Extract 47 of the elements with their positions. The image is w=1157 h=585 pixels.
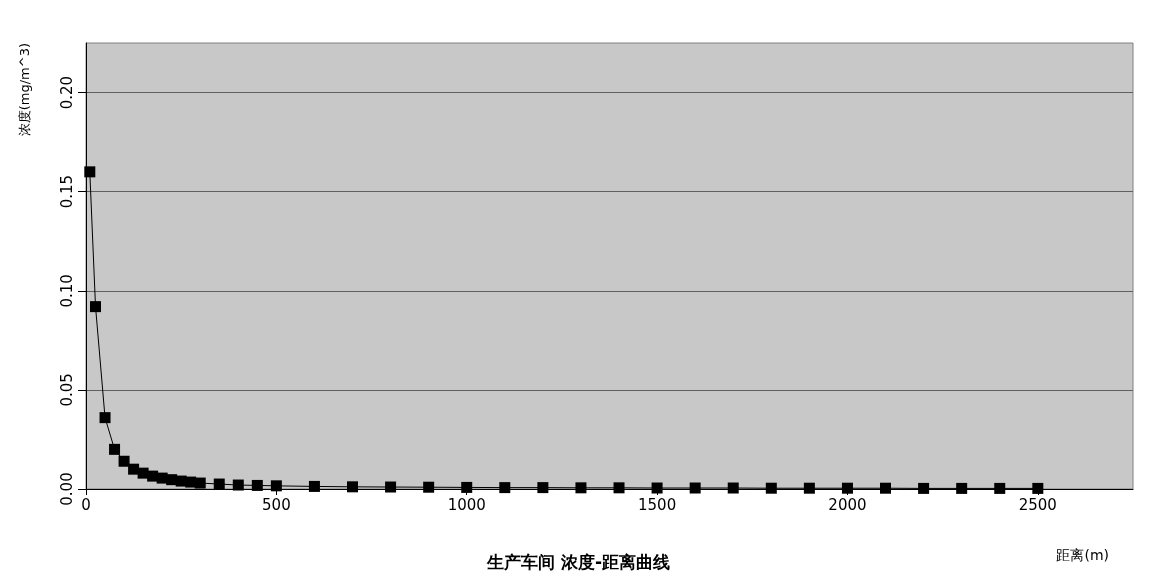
point [270,480,282,492]
point [727,482,739,494]
point [308,480,320,492]
point [461,481,473,493]
point [537,482,549,494]
point [194,477,206,489]
x-tick-label: 2000 [828,495,867,514]
y-tick-label: 0.05 [57,373,76,407]
point [84,166,96,178]
y-tick-label: 0.15 [57,174,76,209]
point [956,482,968,494]
x-axis-title: 距离(m) [1056,547,1109,563]
point [118,455,130,467]
point [994,482,1006,494]
y-axis-title: 浓度(mg/m^3) [17,43,32,137]
point [613,482,625,494]
point [423,481,435,493]
y-tick-label: 0.20 [57,75,76,110]
point [166,474,178,486]
x-tick-label: 0 [81,495,91,514]
y-tick-label: 0.00 [57,472,76,506]
x-tick-label: 500 [262,495,291,514]
point [689,482,701,494]
point [651,482,663,494]
point [251,479,263,491]
point [99,412,111,424]
y-tick-label: 0.10 [57,274,76,308]
point [765,482,777,494]
point [185,476,197,488]
point [128,463,140,475]
point [841,482,853,494]
point [385,481,397,493]
point [90,301,102,313]
point [347,481,359,493]
x-tick-label: 1500 [638,495,677,514]
x-tick-label: 1000 [447,495,486,514]
point [803,482,815,494]
x-tick-label: 2500 [1018,495,1057,514]
point [499,482,511,494]
point [575,482,587,494]
point [880,482,892,494]
point [232,479,244,491]
point [918,482,930,494]
point [147,470,159,482]
text: 生产车间 浓度-距离曲线 [486,551,670,572]
point [213,478,225,490]
point [109,443,121,455]
